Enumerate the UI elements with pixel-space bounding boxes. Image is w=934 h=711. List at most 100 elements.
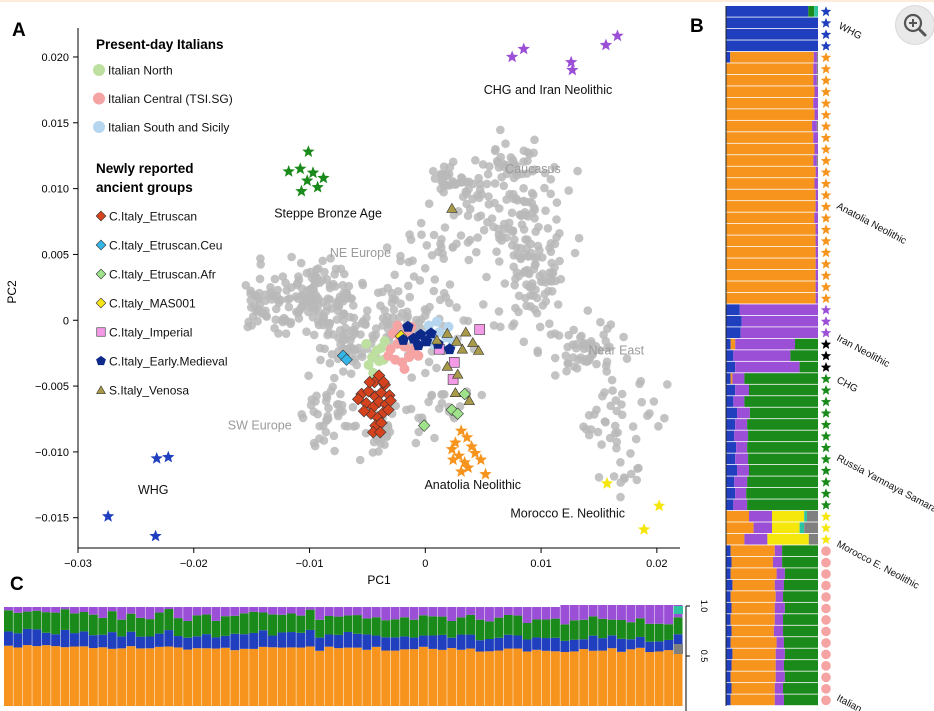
panel-b-segment [726, 694, 731, 706]
panel-c-segment [409, 637, 419, 650]
panel-c-segment [202, 607, 211, 615]
reference-point [531, 227, 540, 236]
reference-point [313, 409, 323, 419]
reference-point [456, 231, 466, 240]
star-point [455, 424, 468, 437]
y-tick-label: 0.020 [41, 52, 69, 64]
reference-point [422, 241, 432, 250]
panel-c-segment [626, 639, 636, 650]
panel-c-segment [569, 651, 579, 706]
panel-c-tick-label: 0.5 [699, 650, 709, 663]
panel-b-segment [740, 327, 818, 338]
panel-b-segment [815, 258, 818, 270]
reference-point [554, 331, 564, 340]
panel-c-segment [494, 607, 504, 618]
zoom-in-button[interactable] [895, 5, 934, 45]
panel-c-segment [183, 649, 193, 706]
panel-c-bars [4, 605, 683, 706]
panel-c-segment [513, 615, 523, 636]
panel-b-marker [820, 121, 832, 131]
reference-point [363, 306, 372, 315]
panel-c-segment [418, 607, 428, 616]
reference-point [612, 437, 622, 447]
reference-point [416, 218, 426, 228]
panel-c-segment [626, 622, 636, 640]
panel-c-segment [484, 651, 494, 706]
reference-point [463, 211, 473, 220]
panel-c-segment [324, 607, 334, 617]
reference-point [581, 424, 591, 434]
panel-c-segment [513, 648, 523, 706]
panel-a-region-labels: Caucasus NE Europe Near East SW Europe [228, 162, 645, 433]
reference-point [523, 252, 533, 261]
panel-c-segment [277, 647, 287, 706]
star-point [101, 509, 115, 522]
present-day-point [413, 350, 424, 361]
reference-point [349, 313, 359, 323]
reference-point [523, 212, 533, 221]
panel-b-marker [820, 98, 832, 108]
panel-c-segment [598, 618, 608, 639]
reference-point [383, 283, 393, 293]
reference-point [532, 293, 542, 303]
reference-point [483, 169, 493, 179]
ancient-point [373, 425, 387, 439]
star-point [452, 449, 466, 462]
reference-point [563, 359, 573, 368]
legend-header-ancient: Newly reported [96, 161, 194, 176]
panel-b-marker [820, 178, 832, 189]
panel-b-segment [732, 373, 745, 384]
panel-b-segment [741, 315, 818, 327]
reference-point [462, 199, 471, 209]
panel-c-segment [202, 614, 211, 635]
reference-point [540, 289, 550, 299]
panel-c-segment [277, 607, 287, 615]
panel-b-segment [814, 86, 818, 98]
panel-c-segment [390, 607, 400, 620]
reference-point [617, 389, 627, 399]
reference-point [296, 258, 306, 268]
reference-point [522, 280, 531, 289]
panel-c-segment [334, 634, 343, 649]
reference-point [508, 155, 518, 165]
panel-c-segment [560, 640, 570, 652]
panel-b-segment [795, 338, 818, 350]
panel-c-segment [371, 607, 381, 618]
panel-c-segment [296, 632, 306, 648]
reference-point [499, 181, 509, 191]
panel-b-segment [808, 6, 815, 17]
panel-c-segment [315, 619, 325, 638]
panel-b-segment [726, 591, 731, 602]
reference-point [355, 455, 365, 465]
reference-point [535, 246, 544, 255]
reference-point [610, 421, 620, 431]
ancient-point [441, 327, 454, 338]
reference-point [479, 225, 489, 235]
panel-c-segment [88, 607, 98, 615]
reference-point [494, 307, 504, 316]
reference-point [514, 291, 524, 301]
panel-b-segment [726, 120, 813, 132]
panel-c-segment [126, 631, 136, 647]
y-tick-label: 0.005 [41, 249, 69, 261]
reference-point [437, 398, 447, 408]
panel-c-segment [41, 607, 51, 613]
panel-b-segment [816, 74, 818, 86]
reference-point [335, 326, 345, 335]
reference-point [284, 302, 294, 312]
panel-b-marker [820, 396, 832, 407]
y-axis-label: PC2 [5, 280, 19, 304]
panel-c-segment [664, 639, 674, 651]
panel-b-segment [813, 97, 818, 109]
x-axis-label: PC1 [367, 573, 391, 587]
panel-c-segment [503, 607, 513, 615]
region-label: NE Europe [330, 246, 391, 260]
reference-point [516, 254, 526, 264]
panel-c-segment [598, 605, 608, 619]
panel-a-axes: −0.03 −0.02 −0.01 0 0.01 0.020.0200.0150.0100… [5, 28, 680, 587]
reference-point [616, 458, 625, 467]
panel-b-segment [814, 109, 818, 120]
reference-point [435, 295, 445, 305]
panel-b-segment [730, 51, 814, 63]
reference-point [445, 298, 454, 308]
